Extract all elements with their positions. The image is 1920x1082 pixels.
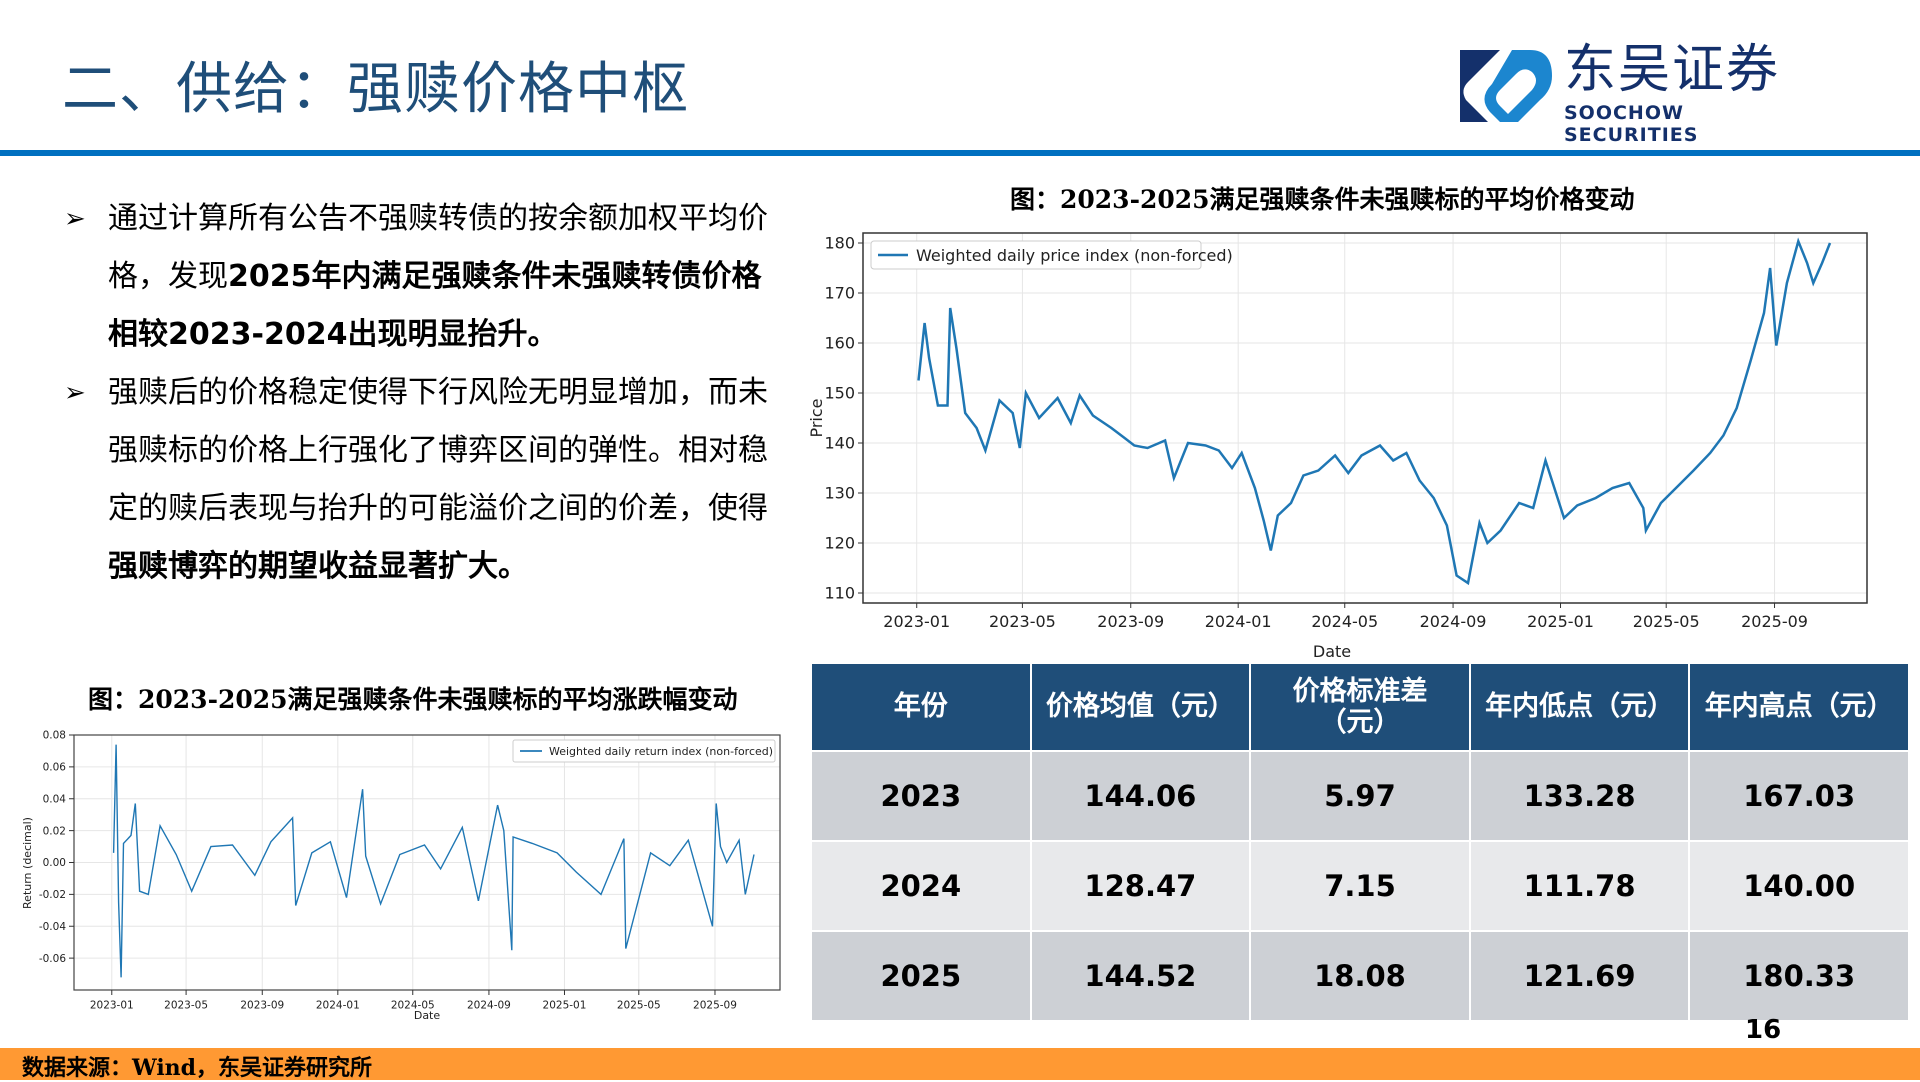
svg-text:2023-05: 2023-05 [164, 1000, 208, 1012]
table-row: 2024 128.47 7.15 111.78 140.00 [810, 840, 1910, 932]
cell-mean: 144.52 [1029, 930, 1252, 1022]
svg-text:Weighted daily price index (no: Weighted daily price index (non-forced) [916, 246, 1233, 265]
header-low: 年内低点（元） [1468, 662, 1691, 752]
bullet-list: ➢ 通过计算所有公告不强赎转债的按余额加权平均价格，发现2025年内满足强赎条件… [62, 190, 782, 596]
cell-std: 7.15 [1249, 840, 1471, 932]
footer-bar: 数据来源：Wind，东吴证券研究所 [0, 1048, 1920, 1081]
table-row: 2025 144.52 18.08 121.69 180.33 [810, 930, 1910, 1022]
svg-text:130: 130 [824, 484, 855, 503]
svg-text:0.08: 0.08 [43, 730, 66, 742]
cell-low: 121.69 [1468, 930, 1691, 1022]
logo-english-name: SOOCHOW SECURITIES [1564, 102, 1699, 146]
bullet-2-text: 强赎后的价格稳定使得下行风险无明显增加，而未强赎标的价格上行强化了博弈区间的弹性… [108, 375, 768, 526]
svg-text:Weighted daily return index (n: Weighted daily return index (non-forced) [549, 745, 773, 758]
svg-text:Return (decimal): Return (decimal) [21, 817, 34, 909]
svg-text:2025-01: 2025-01 [543, 1000, 587, 1012]
page-number: 16 [1745, 1015, 1782, 1045]
chart2-y-axis: -0.06 -0.04 -0.02 0.00 0.02 0.04 0.06 0.08 [39, 730, 74, 965]
svg-text:0.00: 0.00 [43, 857, 66, 869]
cell-mean: 128.47 [1029, 840, 1252, 932]
svg-text:Date: Date [414, 1009, 441, 1022]
svg-text:180: 180 [824, 234, 855, 253]
soochow-logo-icon [1460, 50, 1552, 122]
cell-year: 2023 [810, 750, 1032, 842]
svg-text:Price: Price [807, 398, 826, 437]
svg-text:140: 140 [824, 434, 855, 453]
svg-text:2025-05: 2025-05 [617, 1000, 661, 1012]
svg-text:110: 110 [824, 584, 855, 603]
svg-text:2024-09: 2024-09 [467, 1000, 511, 1012]
header-std: 价格标准差 （元） [1249, 662, 1471, 752]
data-source-note: 数据来源：Wind，东吴证券研究所 [22, 1055, 373, 1081]
arrow-bullet-icon: ➢ [64, 378, 86, 408]
yearly-price-stats-table: 年份 价格均值（元） 价格标准差 （元） 年内低点（元） 年内高点（元） 2023… [810, 662, 1910, 1022]
soochow-logo: 东吴证券 SOOCHOW SECURITIES [1460, 41, 1800, 146]
table-header-row: 年份 价格均值（元） 价格标准差 （元） 年内低点（元） 年内高点（元） [810, 662, 1910, 752]
return-index-chart: -0.06 -0.04 -0.02 0.00 0.02 0.04 0.06 0.08 2023… [21, 730, 781, 1022]
svg-text:0.06: 0.06 [43, 762, 67, 774]
header-year: 年份 [810, 662, 1032, 752]
bullet-item-2: ➢ 强赎后的价格稳定使得下行风险无明显增加，而未强赎标的价格上行强化了博弈区间的… [62, 364, 782, 596]
svg-text:2024-05: 2024-05 [1311, 612, 1378, 631]
svg-text:2023-01: 2023-01 [883, 612, 950, 631]
chart1-x-axis: 2023-01 2023-05 2023-09 2024-01 2024-05 2024-… [883, 603, 1808, 631]
cell-std: 5.97 [1249, 750, 1471, 842]
chart1-legend: Weighted daily price index (non-forced) [870, 240, 1233, 270]
svg-text:2024-01: 2024-01 [1205, 612, 1272, 631]
svg-text:2023-09: 2023-09 [240, 1000, 284, 1012]
cell-year: 2024 [810, 840, 1032, 932]
figure2-title: 图：2023-2025满足强赎条件未强赎标的平均涨跌幅变动 [88, 685, 738, 714]
svg-text:2024-01: 2024-01 [316, 1000, 360, 1012]
chart1-plot-frame [862, 232, 1868, 604]
cell-year: 2025 [810, 930, 1032, 1022]
chart1-y-axis: 110 120 130 140 150 160 170 180 [824, 234, 863, 603]
svg-text:2025-05: 2025-05 [1633, 612, 1700, 631]
table-row: 2023 144.06 5.97 133.28 167.03 [810, 750, 1910, 842]
header-divider [0, 150, 1920, 156]
svg-text:160: 160 [824, 334, 855, 353]
cell-std: 18.08 [1249, 930, 1471, 1022]
svg-text:2024-09: 2024-09 [1420, 612, 1487, 631]
svg-text:Date: Date [1313, 642, 1351, 661]
svg-text:2023-01: 2023-01 [90, 1000, 134, 1012]
svg-text:2024-05: 2024-05 [391, 1000, 435, 1012]
svg-text:150: 150 [824, 384, 855, 403]
bullet-item-1: ➢ 通过计算所有公告不强赎转债的按余额加权平均价格，发现2025年内满足强赎条件… [62, 190, 782, 364]
svg-text:2023-05: 2023-05 [989, 612, 1056, 631]
svg-text:0.02: 0.02 [43, 825, 66, 837]
cell-high: 140.00 [1688, 840, 1910, 932]
chart2-x-axis: 2023-01 2023-05 2023-09 2024-01 2024-05 2024-… [90, 990, 737, 1012]
chart2-legend: Weighted daily return index (non-forced) [512, 739, 776, 763]
page-title: 二、供给：强赎价格中枢 [62, 57, 689, 122]
cell-high: 167.03 [1688, 750, 1910, 842]
chart1-price-line [917, 237, 1832, 586]
svg-text:2025-01: 2025-01 [1527, 612, 1594, 631]
chart2-return-line [112, 744, 755, 978]
svg-text:-0.06: -0.06 [39, 953, 66, 965]
logo-chinese-name: 东吴证券 [1564, 40, 1781, 100]
bullet-2-bold-text: 强赎博弈的期望收益显著扩大。 [108, 549, 528, 584]
arrow-bullet-icon: ➢ [64, 204, 86, 234]
svg-text:170: 170 [824, 284, 855, 303]
cell-mean: 144.06 [1029, 750, 1252, 842]
svg-text:120: 120 [824, 534, 855, 553]
cell-low: 133.28 [1468, 750, 1691, 842]
svg-text:2025-09: 2025-09 [693, 1000, 737, 1012]
cell-high: 180.33 [1688, 930, 1910, 1022]
header-mean: 价格均值（元） [1029, 662, 1252, 752]
bullet-1-bold-text: 2025年内满足强赎条件未强赎转债价格相较2023-2024出现明显抬升。 [108, 259, 762, 352]
figure1-title: 图：2023-2025满足强赎条件未强赎标的平均价格变动 [1010, 185, 1635, 214]
svg-text:-0.02: -0.02 [39, 889, 66, 901]
svg-text:2025-09: 2025-09 [1741, 612, 1808, 631]
svg-text:0.04: 0.04 [43, 793, 67, 805]
cell-low: 111.78 [1468, 840, 1691, 932]
bullet-1-text: 通过计算所有公告不强赎转债的按余额加权平均价格，发现 [108, 201, 768, 294]
svg-text:2023-09: 2023-09 [1097, 612, 1164, 631]
svg-text:-0.04: -0.04 [39, 921, 66, 933]
header-high: 年内高点（元） [1688, 662, 1910, 752]
